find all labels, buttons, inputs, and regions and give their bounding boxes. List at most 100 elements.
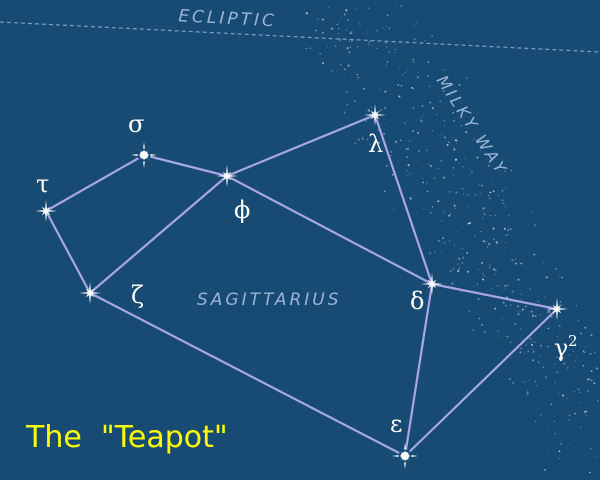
milky-way-dot <box>519 311 521 313</box>
milky-way-dot <box>497 330 499 332</box>
milky-way-dot <box>574 360 576 362</box>
milky-way-dot <box>483 275 486 277</box>
milky-way-dot <box>538 253 540 255</box>
milky-way-dot <box>559 301 562 303</box>
milky-way-dot <box>334 45 337 48</box>
milky-way-dot <box>456 139 458 142</box>
milky-way-dot <box>590 370 593 372</box>
milky-way-dot <box>570 338 572 340</box>
milky-way-dot <box>531 341 533 343</box>
milky-way-dot <box>566 397 568 400</box>
milky-way-dot <box>589 352 592 355</box>
milky-way-dot <box>443 120 446 122</box>
milky-way-dot <box>361 137 364 140</box>
milky-way-dot <box>497 285 499 287</box>
milky-way-dot <box>462 165 464 168</box>
milky-way-dot <box>409 173 411 175</box>
milky-way-dot <box>526 390 529 392</box>
milky-way-dot <box>386 25 388 27</box>
milky-way-dot <box>520 262 523 265</box>
milky-way-dot <box>546 453 548 455</box>
milky-way-dot <box>317 18 319 20</box>
milky-way-dot <box>429 101 432 104</box>
star-label-epsilon: ε <box>390 410 402 438</box>
milky-way-dot <box>340 16 342 17</box>
milky-way-dot <box>531 211 534 213</box>
milky-way-dot <box>521 298 523 300</box>
milky-way-dot <box>428 85 431 88</box>
milky-way-dot <box>452 174 454 176</box>
milky-way-dot <box>348 51 351 54</box>
milky-way-dot <box>452 119 455 122</box>
milky-way-dot <box>517 278 520 281</box>
star-label-tau: τ <box>36 170 49 198</box>
milky-way-dot <box>545 376 547 379</box>
milky-way-dot <box>590 334 593 337</box>
milky-way-dot <box>453 148 456 151</box>
milky-way-dot <box>481 217 484 219</box>
milky-way-dot <box>356 45 359 48</box>
milky-way-dot <box>580 426 582 428</box>
milky-way-dot <box>367 33 369 35</box>
line-lambda-delta <box>373 113 434 286</box>
milky-way-dot <box>421 104 424 107</box>
milky-way-dot <box>480 261 484 264</box>
milky-way-dot <box>464 157 466 159</box>
milky-way-dot <box>537 361 540 363</box>
milky-way-dot <box>451 137 453 139</box>
milky-way-dot <box>431 206 434 208</box>
milky-way-dot <box>539 413 542 416</box>
milky-way-dot <box>561 303 563 305</box>
star-phi <box>216 165 238 187</box>
milky-way-dot <box>579 391 581 393</box>
milky-way-dot <box>535 420 537 422</box>
milky-way-dot <box>405 169 408 172</box>
star-label-lambda: λ <box>368 130 383 158</box>
milky-way-dot <box>488 194 490 197</box>
milky-way-dot <box>593 382 596 385</box>
milky-way-dot <box>489 214 492 217</box>
milky-way-dot <box>356 7 358 9</box>
milky-way-dot <box>443 69 445 71</box>
milky-way-dot <box>398 68 401 70</box>
milky-way-dot <box>367 109 371 112</box>
milky-way-dot <box>345 9 348 12</box>
milky-way-dot <box>529 379 531 381</box>
milky-way-dot <box>446 144 449 146</box>
milky-way-dot <box>460 124 462 127</box>
milky-way-dot <box>420 117 422 120</box>
milky-way-dot <box>431 35 433 38</box>
milky-way-dot <box>439 100 442 103</box>
milky-way-dot <box>331 27 334 30</box>
milky-way-dot <box>466 252 469 254</box>
milky-way-dot <box>437 200 440 203</box>
milky-way-dot <box>540 344 543 347</box>
milky-way-dot <box>506 229 510 232</box>
milky-way-dot <box>476 164 478 166</box>
milky-way-dot <box>376 47 378 49</box>
star-superscript-gamma2: 2 <box>568 332 578 350</box>
milky-way-dot <box>535 315 537 317</box>
milky-way-dot <box>431 107 434 110</box>
milky-way-dot <box>504 170 507 172</box>
milky-way-dot <box>511 259 514 262</box>
milky-way-dot <box>431 130 433 132</box>
milky-way-dot <box>457 257 459 259</box>
milky-way-dot <box>590 379 593 382</box>
milky-way-dot <box>526 392 529 395</box>
milky-way-dot <box>472 328 474 331</box>
milky-way-dot <box>451 282 454 285</box>
milky-way-dot <box>520 294 522 296</box>
milky-way-dot <box>463 188 465 190</box>
milky-way-dot <box>568 419 570 422</box>
milky-way-dot <box>343 77 345 79</box>
milky-way-dot <box>415 38 417 40</box>
milky-way-dot <box>449 270 452 273</box>
milky-way-dot <box>423 207 425 209</box>
milky-way-dot <box>596 455 598 457</box>
milky-way-dot <box>490 181 492 183</box>
milky-way-dot <box>416 132 419 134</box>
milky-way-dot <box>441 220 443 222</box>
milky-way-dot <box>448 214 451 217</box>
milky-way-dot <box>400 4 403 8</box>
